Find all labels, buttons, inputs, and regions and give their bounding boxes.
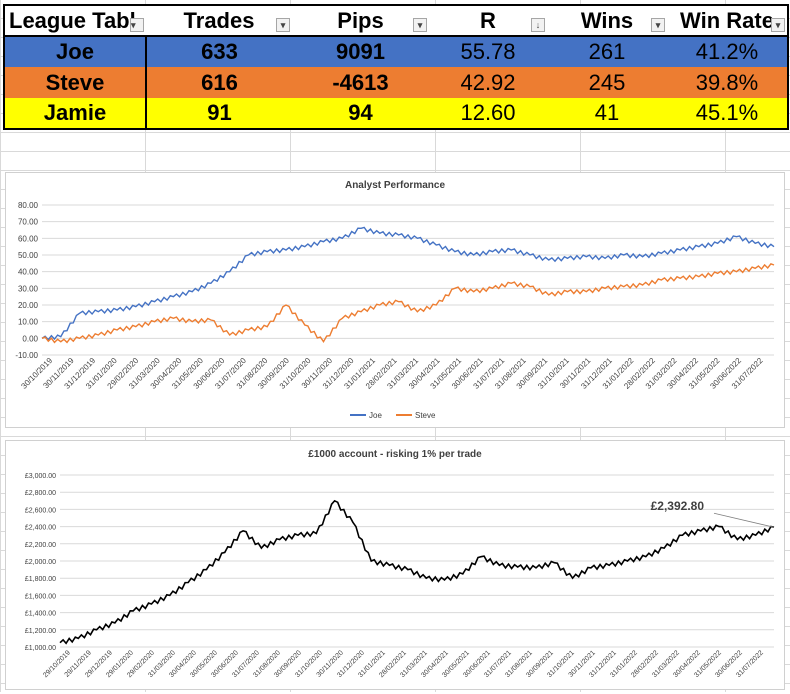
row-wins[interactable]: 245: [588, 69, 626, 95]
header-cell-win-rate: Win Rate ▾: [667, 4, 789, 37]
row-name[interactable]: Jamie: [3, 98, 147, 130]
y-tick-label: 70.00: [18, 218, 39, 227]
row-pips[interactable]: 94: [292, 98, 429, 130]
header-cell-name: League Tabl ▾: [3, 4, 146, 37]
row-wins[interactable]: 41: [547, 98, 667, 130]
legend-label: Steve: [415, 411, 436, 420]
y-tick-label: £1,400.00: [25, 611, 56, 618]
analyst-performance-chart[interactable]: Analyst Performance 80.00 70.00 60.00 50.00 4…: [5, 172, 785, 428]
series-line-balance: [59, 499, 775, 645]
filter-dropdown-icon[interactable]: ▾: [276, 18, 290, 32]
annotation-label: £2,392.80: [651, 499, 705, 513]
header-cell-wins: Wins ▾: [547, 4, 667, 37]
y-tick-label: 10.00: [18, 318, 39, 327]
y-tick-label: £2,200.00: [25, 542, 56, 549]
table-row[interactable]: Jamie 91 94 12.60 41 45.1%: [3, 98, 789, 130]
chart-title: Analyst Performance: [345, 180, 445, 191]
legend-label: Joe: [369, 411, 382, 420]
filter-dropdown-icon[interactable]: ▾: [651, 18, 665, 32]
y-tick-label: £1,000.00: [25, 645, 56, 652]
y-tick-label: £2,800.00: [25, 490, 56, 497]
league-table-header: League Tabl ▾ Trades ▾ Pips ▾ R ↓ Wins ▾ Win …: [3, 4, 789, 37]
y-tick-label: £1,800.00: [25, 576, 56, 583]
y-tick-label: 40.00: [18, 268, 39, 277]
row-name[interactable]: Joe: [3, 36, 147, 67]
row-r[interactable]: 55.78: [460, 39, 516, 64]
header-label: R: [480, 7, 496, 33]
y-tick-label: 30.00: [18, 284, 39, 293]
row-win-rate[interactable]: 41.2%: [667, 36, 789, 67]
y-tick-label: £1,200.00: [25, 628, 56, 635]
row-trades[interactable]: 616: [201, 69, 238, 95]
header-label: Win Rate: [680, 7, 774, 33]
y-tick-label: -10.00: [15, 351, 38, 360]
annotation-leader: [713, 512, 775, 528]
y-tick-label: £2,000.00: [25, 559, 56, 566]
y-tick-label: 50.00: [18, 251, 39, 260]
header-label: League Tabl: [9, 7, 136, 33]
row-name[interactable]: Steve: [3, 67, 147, 98]
filter-dropdown-icon[interactable]: ▾: [130, 18, 144, 32]
filter-dropdown-icon[interactable]: ▾: [771, 18, 785, 32]
y-tick-label: £1,600.00: [25, 593, 56, 600]
row-win-rate[interactable]: 45.1%: [667, 98, 789, 130]
header-label: Wins: [580, 7, 634, 33]
league-table: League Tabl ▾ Trades ▾ Pips ▾ R ↓ Wins ▾ Win …: [3, 4, 789, 130]
y-tick-label: 20.00: [18, 301, 39, 310]
header-cell-r: R ↓: [429, 4, 547, 37]
table-row[interactable]: Joe 633 9091 55.78 261 41.2%: [3, 36, 789, 67]
row-r[interactable]: 42.92: [460, 69, 516, 95]
filter-dropdown-icon[interactable]: ▾: [413, 18, 427, 32]
row-r[interactable]: 12.60: [429, 98, 547, 130]
series-line-steve: [41, 262, 775, 344]
header-cell-trades: Trades ▾: [146, 4, 292, 37]
row-pips[interactable]: 9091: [336, 39, 385, 64]
series-line-joe: [41, 226, 775, 341]
y-tick-label: £3,000.00: [25, 473, 56, 480]
row-win-rate[interactable]: 39.8%: [667, 67, 789, 98]
table-row[interactable]: Steve 616 -4613 42.92 245 39.8%: [3, 67, 789, 98]
row-pips[interactable]: -4613: [332, 69, 389, 95]
y-tick-label: £2,400.00: [25, 525, 56, 532]
analyst-performance-svg: Analyst Performance 80.00 70.00 60.00 50.00 4…: [15, 180, 775, 420]
header-label: Trades: [183, 7, 255, 33]
y-tick-label: £2,600.00: [25, 507, 56, 514]
y-tick-label: 80.00: [18, 201, 39, 210]
y-tick-label: 60.00: [18, 234, 39, 243]
account-balance-svg: £1000 account - risking 1% per trade £3,0…: [25, 449, 775, 679]
row-trades[interactable]: 633: [201, 39, 238, 64]
header-cell-pips: Pips ▾: [292, 4, 429, 37]
header-label: Pips: [337, 7, 384, 33]
account-balance-chart[interactable]: £1000 account - risking 1% per trade £3,0…: [5, 440, 785, 690]
chart-title: £1000 account - risking 1% per trade: [308, 449, 482, 460]
row-wins[interactable]: 261: [588, 39, 626, 64]
sort-descending-icon[interactable]: ↓: [531, 18, 545, 32]
row-trades[interactable]: 91: [146, 98, 292, 130]
y-tick-label: 0.00: [22, 334, 38, 343]
